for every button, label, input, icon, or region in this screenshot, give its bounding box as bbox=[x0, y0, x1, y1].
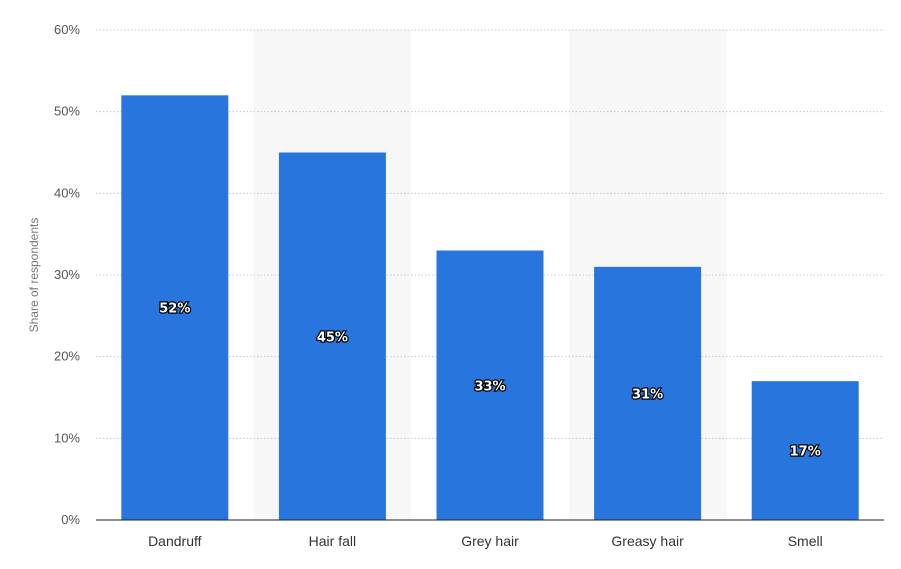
bar[interactable] bbox=[751, 381, 859, 520]
data-label: 31% bbox=[632, 387, 663, 402]
data-label: 45% bbox=[317, 330, 348, 345]
data-labels: 52% 45% 33% 31% 17% bbox=[158, 300, 822, 460]
y-axis-title: Share of respondents bbox=[27, 218, 41, 333]
y-tick-label: 0% bbox=[61, 512, 80, 527]
bars bbox=[121, 95, 859, 521]
data-label: 17% bbox=[790, 445, 821, 460]
bar[interactable] bbox=[594, 266, 702, 520]
x-tick-label: Hair fall bbox=[309, 533, 356, 549]
y-axis-ticks: 0% 10% 20% 30% 40% 50% 60% bbox=[54, 22, 80, 527]
y-tick-label: 10% bbox=[54, 430, 80, 445]
x-tick-label: Dandruff bbox=[148, 533, 202, 549]
bar[interactable] bbox=[121, 95, 229, 520]
x-axis-labels: Dandruff Hair fall Grey hair Greasy hair Sme… bbox=[148, 533, 823, 549]
y-tick-label: 50% bbox=[54, 104, 80, 119]
y-tick-label: 30% bbox=[54, 267, 80, 282]
data-label: 52% bbox=[159, 302, 190, 317]
y-tick-label: 60% bbox=[54, 22, 80, 37]
y-tick-label: 40% bbox=[54, 185, 80, 200]
x-tick-label: Grey hair bbox=[461, 533, 519, 549]
x-tick-label: Greasy hair bbox=[611, 533, 684, 549]
x-tick-label: Smell bbox=[788, 533, 823, 549]
bar[interactable] bbox=[436, 250, 544, 521]
bar[interactable] bbox=[278, 152, 386, 521]
data-label: 33% bbox=[474, 379, 505, 394]
y-tick-label: 20% bbox=[54, 349, 80, 364]
